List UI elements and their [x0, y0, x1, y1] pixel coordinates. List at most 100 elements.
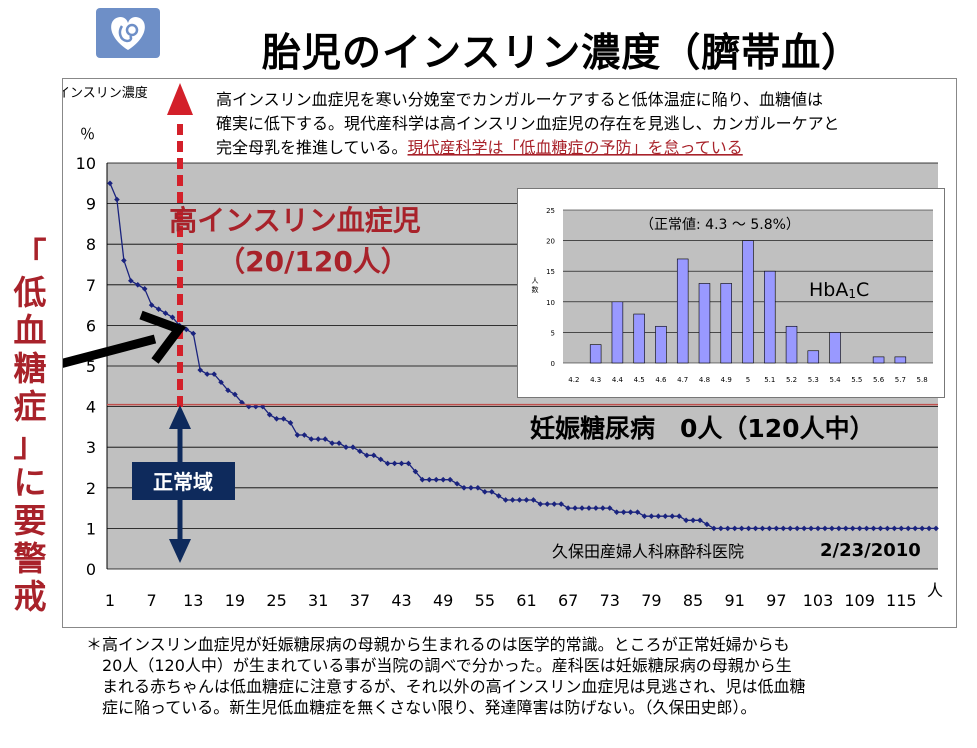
- inset-bar: [764, 270, 776, 364]
- x-tick-label: 25: [266, 591, 286, 610]
- data-point: [377, 456, 384, 463]
- x-tick-label: 49: [433, 591, 453, 610]
- data-point: [731, 525, 738, 532]
- chart-date: 2/23/2010: [820, 540, 921, 561]
- inset-x-tick: 4.5: [634, 376, 645, 384]
- data-point: [669, 513, 676, 520]
- data-point: [218, 379, 224, 386]
- annotation-line: 高インスリン血症児を寒い分娩室でカンガルーケアすると低体温症に陥り、血糖値は: [216, 90, 823, 109]
- warning-char: 要: [13, 501, 47, 540]
- footnote: ＊高インスリン血症児が妊娠糖尿病の母親から生まれるのは医学的常識。ところが正常妊…: [86, 634, 946, 718]
- data-point: [107, 180, 113, 187]
- data-point: [933, 525, 939, 532]
- data-point: [919, 525, 925, 532]
- data-point: [162, 310, 169, 317]
- data-point: [336, 440, 342, 446]
- footnote-line: ＊高インスリン血症児が妊娠糖尿病の母親から生まれるのは医学的常識。ところが正常妊…: [86, 635, 790, 654]
- data-point: [884, 525, 891, 532]
- data-point: [273, 415, 280, 422]
- data-point: [211, 371, 217, 377]
- annotation-text: 完全母乳を推進している。: [216, 138, 408, 157]
- data-point: [155, 306, 162, 312]
- data-point: [370, 452, 377, 459]
- inset-series-label: HbA1C: [809, 279, 869, 301]
- data-point: [475, 485, 481, 491]
- data-point: [433, 476, 440, 483]
- inset-bar: [872, 356, 885, 364]
- data-point: [780, 525, 787, 532]
- inset-x-tick: 5.6: [873, 376, 885, 384]
- data-point: [225, 387, 231, 394]
- data-point: [558, 501, 564, 507]
- data-point: [537, 501, 544, 507]
- inset-bar: [655, 325, 667, 364]
- inset-bar: [807, 350, 820, 364]
- data-point: [891, 525, 898, 532]
- y-tick-label: 7: [86, 276, 96, 295]
- x-tick-label: 43: [391, 591, 411, 610]
- data-point: [259, 403, 266, 410]
- data-point: [454, 480, 460, 487]
- data-point: [461, 485, 467, 491]
- x-tick-label: 91: [725, 591, 745, 610]
- data-point: [655, 513, 662, 520]
- gdm-label: 妊娠糖尿病 0人（120人中）: [530, 414, 875, 443]
- data-point: [711, 525, 717, 532]
- hba1c-inset-chart: 0 5 10 15 20 25 人数 4.2 4.3 4.4 4.5 4.6 4.7 4.8 4.9 5 5.1…: [517, 188, 945, 398]
- x-tick-label: 109: [844, 591, 875, 610]
- inset-bar: [894, 356, 907, 364]
- data-point: [426, 476, 433, 483]
- data-point: [287, 420, 294, 426]
- data-point: [690, 517, 696, 524]
- data-point: [842, 525, 849, 532]
- data-point: [488, 489, 495, 495]
- data-point: [252, 403, 259, 410]
- annotation-line: 確実に低下する。現代産科学は高インスリン血症児の存在を見逃し、カンガルーケアと: [216, 114, 839, 133]
- inset-bar: [589, 344, 602, 364]
- y-tick-label: 9: [86, 195, 96, 214]
- data-point: [183, 326, 190, 333]
- page-title: 胎児のインスリン濃度（臍帯血）: [262, 31, 862, 76]
- data-point: [301, 432, 308, 438]
- y-tick-label: 2: [86, 479, 96, 498]
- inset-x-tick: 5: [746, 376, 750, 384]
- warning-char: 低: [13, 273, 47, 312]
- data-point: [357, 448, 363, 455]
- inset-x-tick: 4.2: [568, 376, 579, 384]
- data-point: [190, 330, 197, 337]
- data-point: [808, 525, 814, 532]
- data-point: [863, 525, 870, 532]
- data-point: [822, 525, 828, 532]
- warning-char: 警: [13, 539, 47, 578]
- x-tick-label: 19: [225, 591, 245, 610]
- data-point: [905, 525, 912, 532]
- inset-y-tick: 20: [546, 238, 555, 246]
- inset-bar: [720, 283, 732, 364]
- data-point: [405, 460, 412, 467]
- data-point: [551, 501, 558, 507]
- x-tick-label: 73: [600, 591, 620, 610]
- arrow-up-icon: [169, 405, 191, 429]
- data-point: [787, 525, 794, 532]
- data-point: [718, 525, 724, 532]
- arrow-down-icon: [169, 539, 191, 563]
- data-point: [579, 505, 585, 511]
- data-point: [391, 460, 398, 467]
- hyperinsulin-count-label: （20/120人）: [217, 245, 409, 278]
- data-point: [829, 525, 835, 532]
- data-point: [586, 505, 592, 511]
- data-point: [620, 509, 627, 515]
- x-tick-label: 97: [766, 591, 786, 610]
- warning-char: 症: [13, 387, 47, 426]
- y-tick-label: 8: [86, 235, 96, 254]
- inset-x-tick: 4.4: [612, 376, 624, 384]
- warning-char: 血: [13, 311, 47, 350]
- inset-x-tick: 4.6: [655, 376, 667, 384]
- data-point: [482, 489, 488, 495]
- warning-char: 糖: [13, 349, 47, 388]
- data-point: [343, 444, 349, 450]
- x-unit-label: 人: [927, 581, 943, 600]
- data-point: [648, 513, 655, 520]
- pointer-arrow-line: [63, 334, 157, 368]
- data-point: [523, 497, 530, 503]
